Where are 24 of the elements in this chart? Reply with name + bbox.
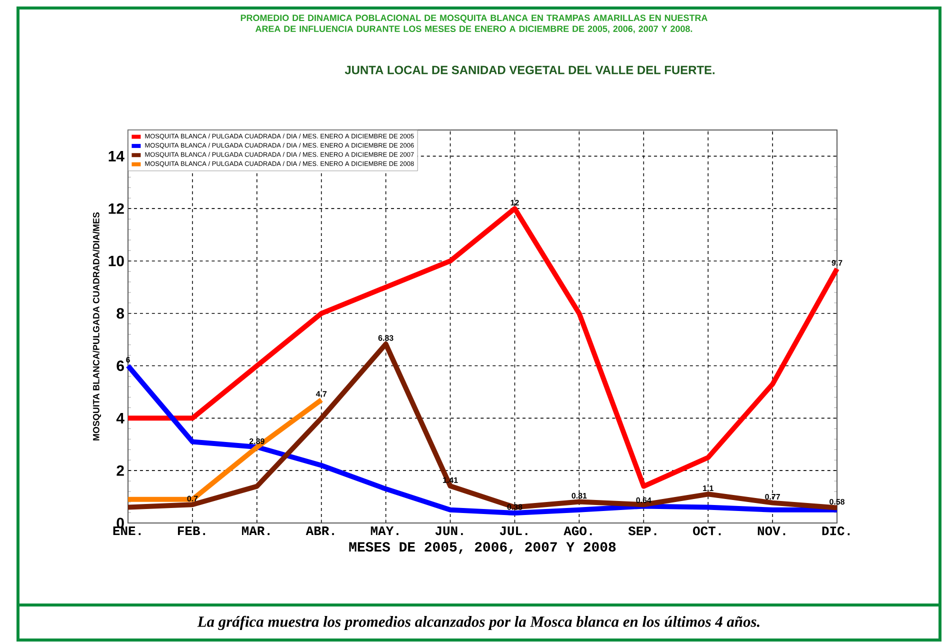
y-tick-label: 12 <box>108 203 124 214</box>
y-tick-label: 4 <box>116 413 124 424</box>
x-tick-label: AGO. <box>564 526 592 536</box>
x-tick-label: JUL. <box>500 526 528 536</box>
text: La gráfica muestra los promedios alcanzados por la Mosca blanca en los últimos 4 años. <box>197 616 760 630</box>
chart-title: PROMEDIO DE DINAMICA POBLACIONAL DE MOSQUITA BLANCA EN TRAMPAS AMARILLAS EN NUESTRA AREA DE INFLUENCIA DURANTE LOS MESES DE ENERO A DICIEMBRE DE 2005, 2006, 2007 Y 2008. <box>240 14 708 34</box>
x-tick-label: OCT. <box>693 526 721 536</box>
x-tick-label: ABR. <box>306 526 334 536</box>
chart-subtitle: JUNTA LOCAL DE SANIDAD VEGETAL DEL VALLE DEL FUERTE. <box>344 66 714 74</box>
x-axis-title: MESES DE 2005, 2006, 2007 Y 2008 <box>349 542 616 554</box>
x-tick-label: MAY. <box>370 526 398 536</box>
x-tick-label: DIC. <box>822 526 850 536</box>
x-tick-label: SEP. <box>628 526 656 536</box>
x-tick-label: FEB. <box>178 526 206 536</box>
x-tick-label: JUN. <box>435 526 463 536</box>
y-tick-label: 14 <box>108 151 124 162</box>
x-tick-label: NOV. <box>758 526 786 536</box>
y-tick-label: 10 <box>108 256 124 266</box>
y-tick-label: 8 <box>116 308 124 319</box>
x-tick-label: ENE. <box>113 526 141 536</box>
y-tick-label: 6 <box>116 360 124 372</box>
y-tick-label: 2 <box>116 465 124 476</box>
y-axis-title: MOSQUITA BLANCA/PULGADA CUADRADA/DIA/MES <box>92 212 102 440</box>
x-tick-label: MAR. <box>242 526 270 536</box>
